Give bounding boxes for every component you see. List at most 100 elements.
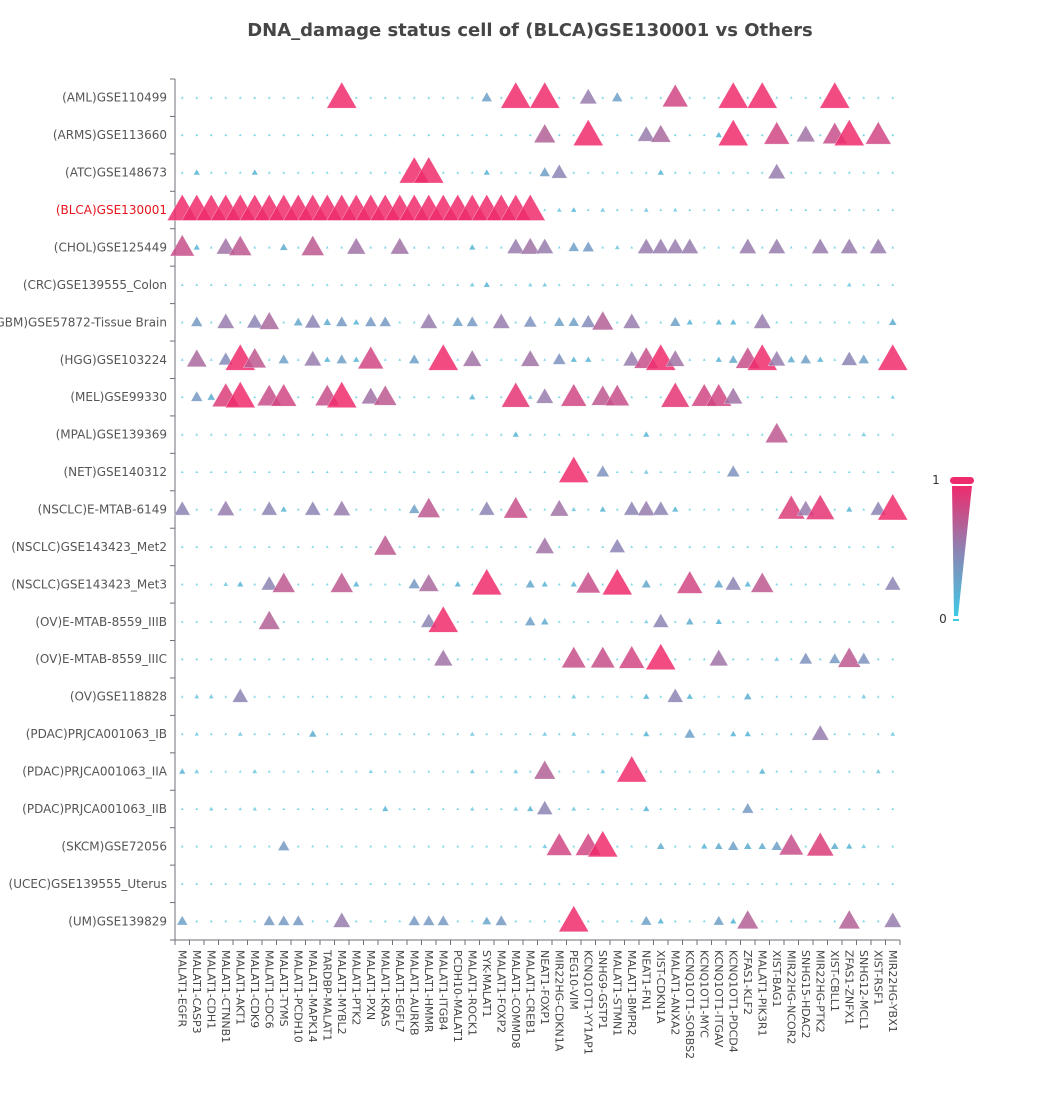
- data-point[interactable]: [891, 844, 895, 848]
- data-point[interactable]: [864, 121, 892, 145]
- data-point[interactable]: [572, 96, 576, 99]
- data-point[interactable]: [238, 433, 242, 436]
- data-point[interactable]: [847, 96, 851, 99]
- data-point[interactable]: [804, 245, 808, 249]
- data-point[interactable]: [728, 355, 738, 363]
- data-point[interactable]: [407, 577, 421, 589]
- data-point[interactable]: [702, 358, 706, 361]
- data-point[interactable]: [209, 770, 213, 773]
- data-point[interactable]: [541, 581, 548, 587]
- data-point[interactable]: [456, 470, 460, 474]
- data-point[interactable]: [715, 356, 722, 362]
- data-point[interactable]: [760, 695, 764, 698]
- data-point[interactable]: [630, 695, 634, 698]
- data-point[interactable]: [311, 657, 315, 661]
- data-point[interactable]: [427, 133, 431, 137]
- data-point[interactable]: [637, 125, 656, 142]
- data-point[interactable]: [891, 245, 895, 249]
- data-point[interactable]: [209, 806, 214, 811]
- data-point[interactable]: [557, 545, 561, 548]
- data-point[interactable]: [717, 470, 721, 474]
- data-point[interactable]: [586, 433, 590, 436]
- data-point[interactable]: [586, 470, 590, 474]
- data-point[interactable]: [630, 919, 634, 923]
- data-point[interactable]: [702, 620, 706, 623]
- data-point[interactable]: [441, 433, 445, 436]
- data-point[interactable]: [830, 842, 839, 850]
- data-point[interactable]: [296, 171, 300, 174]
- data-point[interactable]: [224, 96, 228, 99]
- data-point[interactable]: [325, 545, 329, 548]
- data-point[interactable]: [267, 545, 271, 548]
- data-point[interactable]: [238, 882, 242, 885]
- data-point[interactable]: [354, 882, 358, 885]
- data-point[interactable]: [209, 320, 213, 324]
- data-point[interactable]: [543, 470, 547, 474]
- data-point[interactable]: [398, 433, 402, 436]
- data-point[interactable]: [238, 807, 242, 811]
- data-point[interactable]: [216, 312, 235, 329]
- data-point[interactable]: [267, 807, 271, 810]
- data-point[interactable]: [891, 545, 895, 548]
- data-point[interactable]: [208, 694, 214, 699]
- data-point[interactable]: [186, 348, 208, 368]
- data-point[interactable]: [398, 582, 402, 586]
- data-point[interactable]: [209, 657, 213, 661]
- data-point[interactable]: [789, 395, 793, 399]
- data-point[interactable]: [238, 545, 242, 548]
- data-point[interactable]: [847, 433, 851, 436]
- data-point[interactable]: [398, 657, 402, 661]
- data-point[interactable]: [657, 169, 664, 175]
- data-point[interactable]: [354, 919, 358, 923]
- data-point[interactable]: [601, 732, 605, 736]
- data-point[interactable]: [673, 133, 677, 137]
- data-point[interactable]: [819, 81, 851, 109]
- data-point[interactable]: [789, 545, 793, 548]
- data-point[interactable]: [470, 695, 474, 698]
- data-point[interactable]: [311, 96, 315, 99]
- data-point[interactable]: [746, 81, 778, 109]
- data-point[interactable]: [412, 882, 416, 885]
- data-point[interactable]: [643, 431, 650, 437]
- data-point[interactable]: [736, 909, 759, 930]
- data-point[interactable]: [253, 133, 257, 137]
- data-point[interactable]: [586, 283, 590, 286]
- data-point[interactable]: [557, 433, 561, 436]
- data-point[interactable]: [561, 646, 587, 668]
- data-point[interactable]: [572, 171, 576, 174]
- data-point[interactable]: [714, 842, 723, 850]
- data-point[interactable]: [615, 470, 619, 474]
- data-point[interactable]: [369, 620, 373, 623]
- data-point[interactable]: [614, 244, 620, 250]
- data-point[interactable]: [441, 96, 445, 99]
- data-point[interactable]: [545, 832, 573, 856]
- data-point[interactable]: [795, 124, 816, 142]
- data-point[interactable]: [369, 96, 373, 99]
- data-point[interactable]: [643, 207, 649, 212]
- data-point[interactable]: [296, 508, 300, 511]
- data-point[interactable]: [600, 769, 606, 774]
- data-point[interactable]: [253, 433, 257, 436]
- data-point[interactable]: [340, 133, 344, 137]
- data-point[interactable]: [193, 169, 200, 175]
- data-point[interactable]: [717, 245, 721, 249]
- data-point[interactable]: [195, 582, 199, 586]
- data-point[interactable]: [412, 807, 416, 810]
- data-point[interactable]: [644, 657, 648, 661]
- data-point[interactable]: [427, 882, 431, 885]
- data-point[interactable]: [767, 237, 786, 254]
- data-point[interactable]: [253, 545, 257, 548]
- data-point[interactable]: [637, 499, 656, 516]
- data-point[interactable]: [514, 470, 518, 474]
- data-point[interactable]: [209, 433, 213, 436]
- data-point[interactable]: [673, 770, 677, 773]
- data-point[interactable]: [369, 470, 373, 474]
- data-point[interactable]: [456, 245, 460, 249]
- data-point[interactable]: [253, 882, 257, 885]
- data-point[interactable]: [676, 570, 704, 594]
- data-point[interactable]: [601, 582, 605, 586]
- data-point[interactable]: [194, 769, 200, 774]
- data-point[interactable]: [644, 844, 648, 848]
- data-point[interactable]: [412, 433, 416, 436]
- data-point[interactable]: [702, 96, 706, 99]
